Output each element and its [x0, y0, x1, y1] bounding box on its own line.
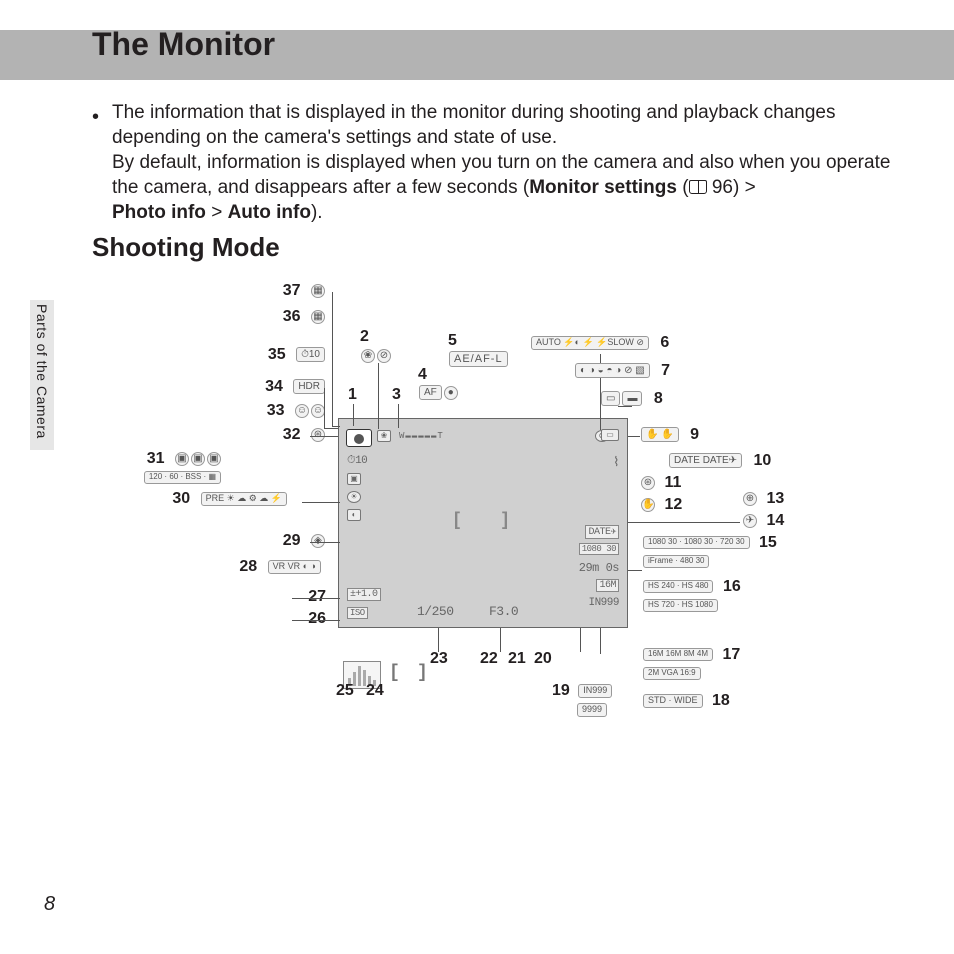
intro-paragraph: • The information that is displayed in t…: [112, 100, 898, 225]
callout-4: 4 AF●: [418, 366, 459, 402]
callout-27: 27: [308, 588, 326, 606]
intro-line1: The information that is displayed in the…: [112, 102, 836, 148]
callout-12: ✋ 12: [640, 496, 682, 514]
callout-15: 1080 30 · 1080 30 · 720 30 15 iFrame · 4…: [642, 534, 777, 571]
callout-36: 36 ▦: [283, 308, 326, 326]
zoom-bar: W▬▬▬▬▬T: [399, 431, 444, 441]
callout-17: 16M 16M 8M 4M 17 2M VGA 16:9: [642, 646, 740, 683]
camera-mode-icon: [346, 429, 372, 447]
callout-24: 24: [366, 682, 384, 700]
self-timer-text: ⏱10: [347, 455, 367, 467]
macro-icon: ❀: [377, 430, 391, 442]
bullet-dot: •: [92, 104, 99, 130]
wb-icon: ☀: [347, 491, 361, 503]
color-icon: ◐: [347, 509, 361, 521]
callout-29: 29 ◈: [283, 532, 326, 550]
callout-31: 31 ▣▣▣ 120 · 60 · BSS · ▦: [117, 450, 222, 487]
callout-11: ⊛ 11: [640, 474, 681, 492]
callout-28: 28 VR VR ◐ ◑: [239, 558, 322, 576]
bold-auto-info: Auto info: [228, 202, 311, 223]
callout-6: AUTO ⚡◐ ⚡ ⚡SLOW ⊘ 6: [530, 334, 669, 352]
image-size: 16M: [596, 579, 619, 592]
subheading-shooting-mode: Shooting Mode: [92, 232, 280, 263]
wifi-indicator: ⌇: [613, 455, 619, 470]
date-stamp: DATE✈: [585, 525, 619, 539]
callout-1: 1: [348, 386, 357, 404]
shutter-speed: 1/250: [417, 604, 454, 619]
callout-34: 34 HDR: [265, 378, 326, 396]
callout-19: 19 IN999 9999: [552, 682, 613, 719]
af-bracket-r: ]: [417, 663, 427, 683]
callout-21: 21: [508, 650, 526, 668]
ev-comp: ±+1.0: [347, 588, 381, 601]
intro-line2a: By default, information is displayed whe…: [112, 152, 890, 198]
callout-5: 5 AE/AF-L: [448, 332, 509, 368]
callout-16: HS 240 · HS 480 16 HS 720 · HS 1080: [642, 578, 741, 615]
callout-26: 26: [308, 610, 326, 628]
rec-time: 29m 0s: [579, 561, 619, 575]
page-number: 8: [44, 893, 55, 916]
bold-photo-info: Photo info: [112, 202, 206, 223]
monitor-diagram: ❀ W▬▬▬▬▬T ⊛ ⌇ ▭ ⏱10 ▣ ☀ ◐ [ ] DATE✈ 1080…: [92, 268, 882, 728]
bold-monitor-settings: Monitor settings: [529, 177, 677, 198]
callout-23: 23: [430, 650, 448, 668]
callout-25: 25: [336, 682, 354, 700]
battery-icon: ▭: [601, 429, 619, 441]
callout-33: 33 ☺☺: [267, 402, 326, 420]
paren-close: ).: [311, 202, 323, 223]
iso-label: ISO: [347, 607, 368, 619]
callout-32: 32 ⊛: [283, 426, 326, 444]
page-ref: 96) >: [707, 177, 756, 198]
callout-14: ✈ 14: [742, 512, 784, 530]
paren-open: (: [677, 177, 689, 198]
callout-10: DATE DATE✈ 10: [668, 452, 771, 470]
chapter-tab-label: Parts of the Camera: [34, 304, 50, 439]
page-title: The Monitor: [92, 26, 275, 63]
callout-2: 2 ❀⊘: [360, 328, 392, 365]
callout-13: ⊕ 13: [742, 490, 784, 508]
continuous-icon: ▣: [347, 473, 361, 485]
gt1: >: [206, 202, 228, 223]
manual-icon: [689, 180, 707, 194]
callout-3: 3: [392, 386, 401, 404]
focus-brackets: [ ]: [454, 509, 508, 539]
callout-22: 22: [480, 650, 498, 668]
callout-37: 37 ▦: [283, 282, 326, 300]
callout-7: ◐ ◑ ◒ ◓ ◑ ⊘ ▧ 7: [574, 362, 670, 380]
callout-30: 30 PRE ☀ ☁ ⚙ ☁ ⚡: [172, 490, 288, 508]
lcd-screen: ❀ W▬▬▬▬▬T ⊛ ⌇ ▭ ⏱10 ▣ ☀ ◐ [ ] DATE✈ 1080…: [338, 418, 628, 628]
aperture: F3.0: [489, 604, 518, 619]
callout-9: ✋ ✋ 9: [640, 426, 699, 444]
callout-35: 35 ⏱10: [268, 346, 326, 364]
callout-20: 20: [534, 650, 552, 668]
af-bracket-l: [: [389, 663, 399, 683]
movie-format: 1080 30: [579, 543, 619, 555]
callout-18: STD · WIDE 18: [642, 692, 730, 710]
remaining-shots: IN999: [588, 597, 619, 609]
